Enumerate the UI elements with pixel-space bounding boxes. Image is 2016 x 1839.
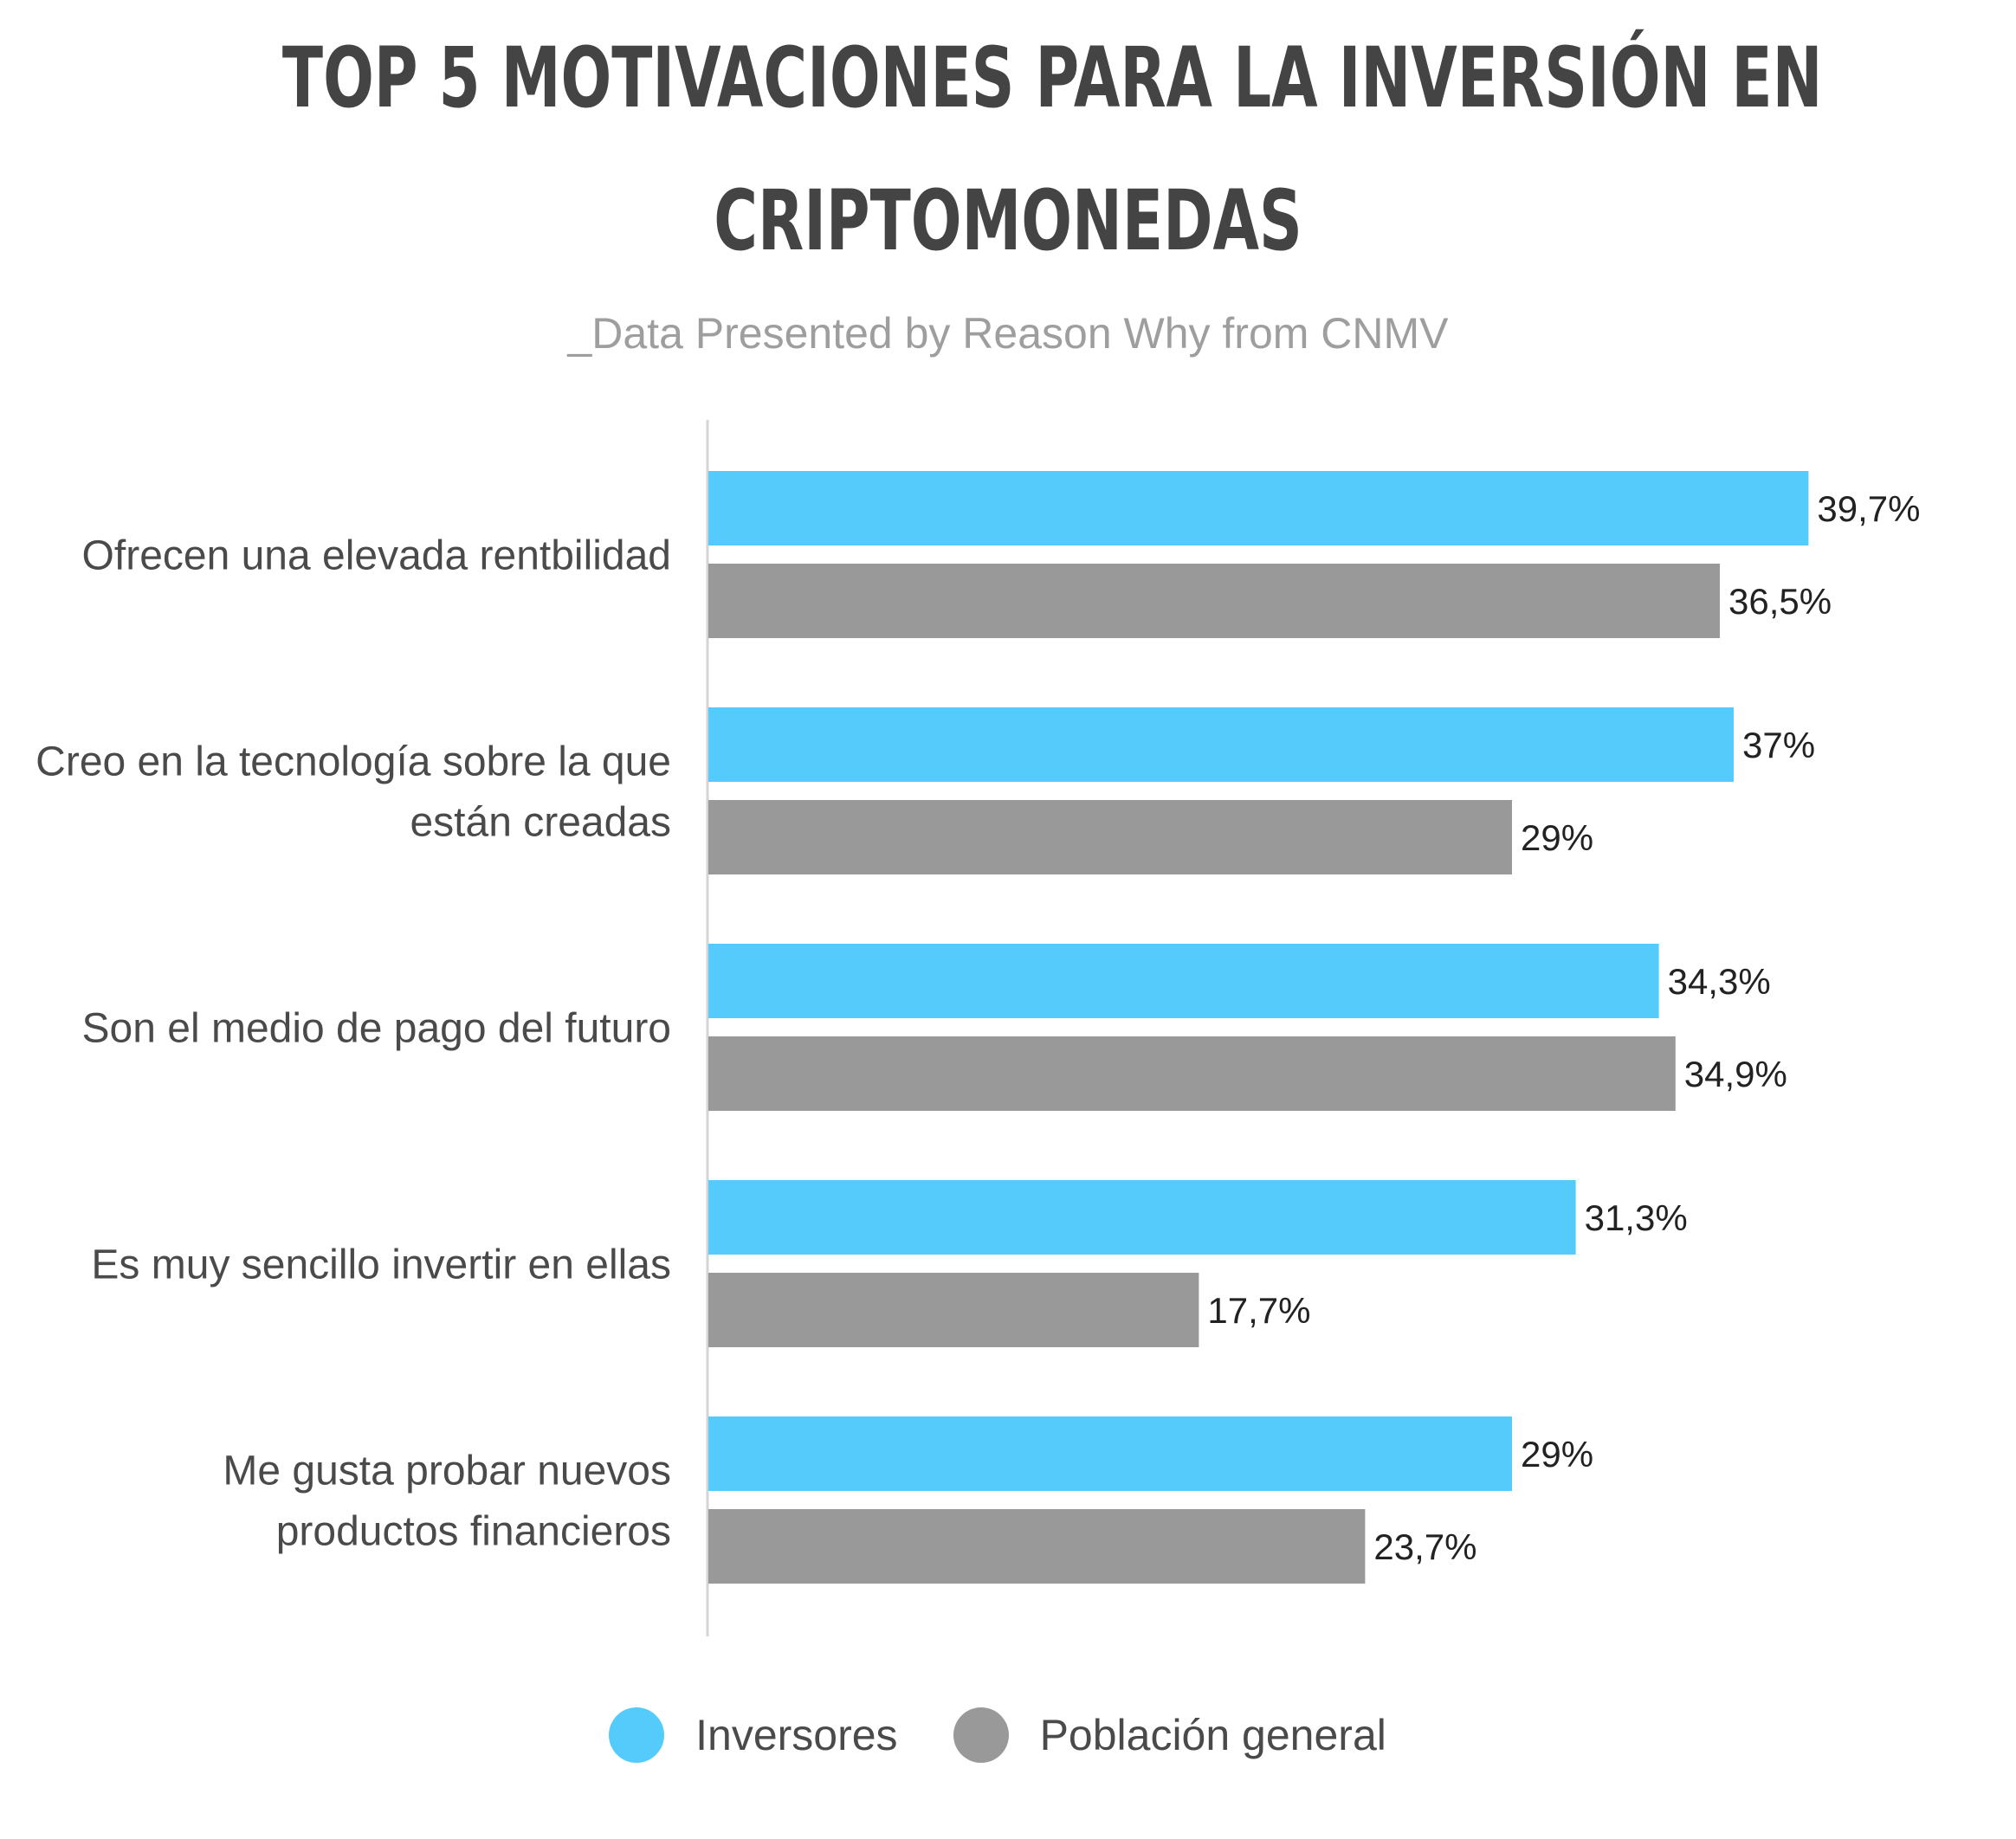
category-label: Creo en la tecnología sobre la que (36, 739, 671, 785)
category-label: Ofrecen una elevada rentbilidad (82, 533, 671, 579)
chart-subtitle: _Data Presented by Reason Why from CNMV (567, 309, 1449, 358)
value-label: 36,5% (1728, 581, 1832, 622)
bar (708, 1416, 1512, 1491)
bar (708, 800, 1512, 874)
value-label: 39,7% (1817, 488, 1920, 529)
legend-item-inversores[interactable]: Inversores (609, 1707, 918, 1763)
value-label: 29% (1521, 1434, 1593, 1474)
bar (708, 471, 1809, 545)
value-label: 34,3% (1668, 961, 1771, 1002)
category-label: Son el medio de pago del futuro (82, 1006, 671, 1052)
legend: Inversores Población general (0, 1707, 2016, 1763)
category-label: están creadas (410, 800, 671, 846)
value-label: 29% (1521, 817, 1593, 858)
bar (708, 564, 1720, 638)
bar (708, 707, 1734, 782)
chart-title-line-2: CRIPTOMONEDAS (714, 172, 1302, 269)
category-label: Es muy sencillo invertir en ellas (91, 1242, 671, 1288)
category-label: productos financieros (276, 1509, 671, 1555)
legend-swatch-poblacion-general (953, 1707, 1009, 1763)
value-label: 31,3% (1585, 1197, 1688, 1238)
bar (708, 1509, 1366, 1584)
legend-item-poblacion-general[interactable]: Población general (953, 1707, 1407, 1763)
bar (708, 944, 1659, 1018)
value-label: 23,7% (1373, 1526, 1476, 1567)
value-label: 37% (1742, 725, 1815, 765)
legend-swatch-inversores (609, 1707, 665, 1763)
value-label: 17,7% (1207, 1290, 1310, 1331)
category-label: Me gusta probar nuevos (223, 1449, 671, 1494)
chart-title-line-1: TOP 5 MOTIVACIONES PARA LA INVERSIÓN EN (281, 29, 1823, 126)
bar (708, 1180, 1576, 1255)
value-label: 34,9% (1684, 1054, 1787, 1094)
bar (708, 1036, 1676, 1111)
legend-label-inversores: Inversores (695, 1711, 898, 1759)
bar (708, 1273, 1199, 1347)
legend-label-poblacion-general: Población general (1039, 1711, 1386, 1759)
